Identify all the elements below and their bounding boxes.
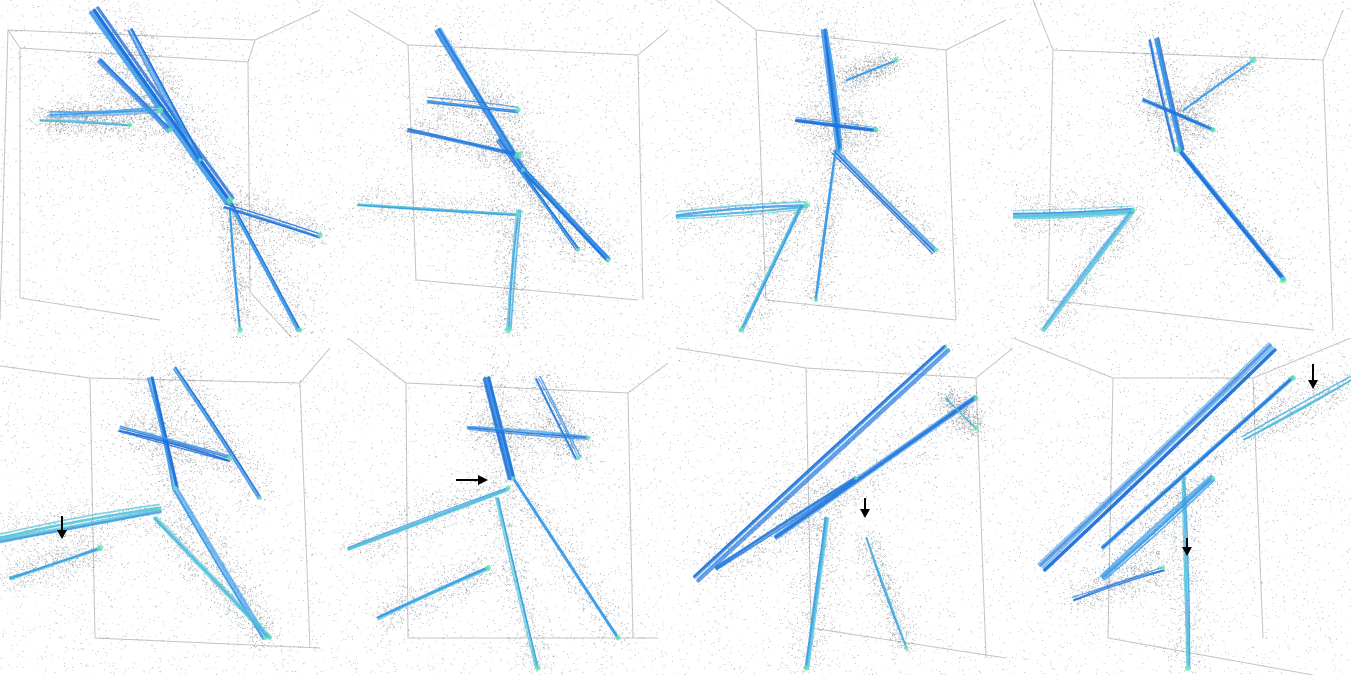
filament-structure — [692, 344, 979, 671]
cosmic-web-render — [338, 338, 676, 675]
simulation-box-outline — [347, 338, 669, 639]
particle-field — [338, 338, 676, 675]
simulation-box-outline — [1032, 0, 1344, 331]
right-arrow-icon — [456, 475, 488, 485]
filament-structure — [357, 27, 611, 334]
filament-structure — [39, 6, 323, 333]
cosmic-web-render — [1013, 338, 1351, 675]
filament-structure — [347, 375, 621, 671]
simulation-panel-7 — [676, 338, 1013, 675]
filament-structure — [0, 366, 273, 641]
cosmic-web-render — [338, 0, 676, 338]
simulation-box-outline — [0, 9, 321, 338]
simulation-panel-3 — [676, 0, 1013, 338]
filament-structure — [1013, 37, 1287, 333]
cosmic-web-render — [0, 338, 338, 675]
cosmic-web-render — [676, 0, 1013, 338]
simulation-box-outline — [347, 9, 669, 301]
filament-structure — [676, 28, 939, 333]
simulation-panel-5 — [0, 338, 338, 675]
simulation-box-outline — [715, 0, 1007, 321]
cosmic-web-render — [1013, 0, 1351, 338]
down-arrow-icon — [860, 498, 870, 518]
simulation-panel-6 — [338, 338, 676, 675]
filament-structure — [1037, 342, 1351, 671]
down-arrow-icon — [57, 516, 67, 539]
simulation-panel-8 — [1013, 338, 1351, 675]
simulation-panel-1 — [0, 0, 338, 338]
simulation-box-outline — [1013, 338, 1351, 675]
cosmic-web-render — [0, 0, 338, 338]
down-arrow-icon — [1182, 538, 1192, 556]
simulation-box-outline — [0, 347, 331, 649]
simulation-panel-2 — [338, 0, 676, 338]
simulation-panel-4 — [1013, 0, 1351, 338]
particle-field — [0, 338, 338, 675]
down-arrow-icon — [1308, 364, 1318, 389]
cosmic-web-render — [676, 338, 1013, 675]
